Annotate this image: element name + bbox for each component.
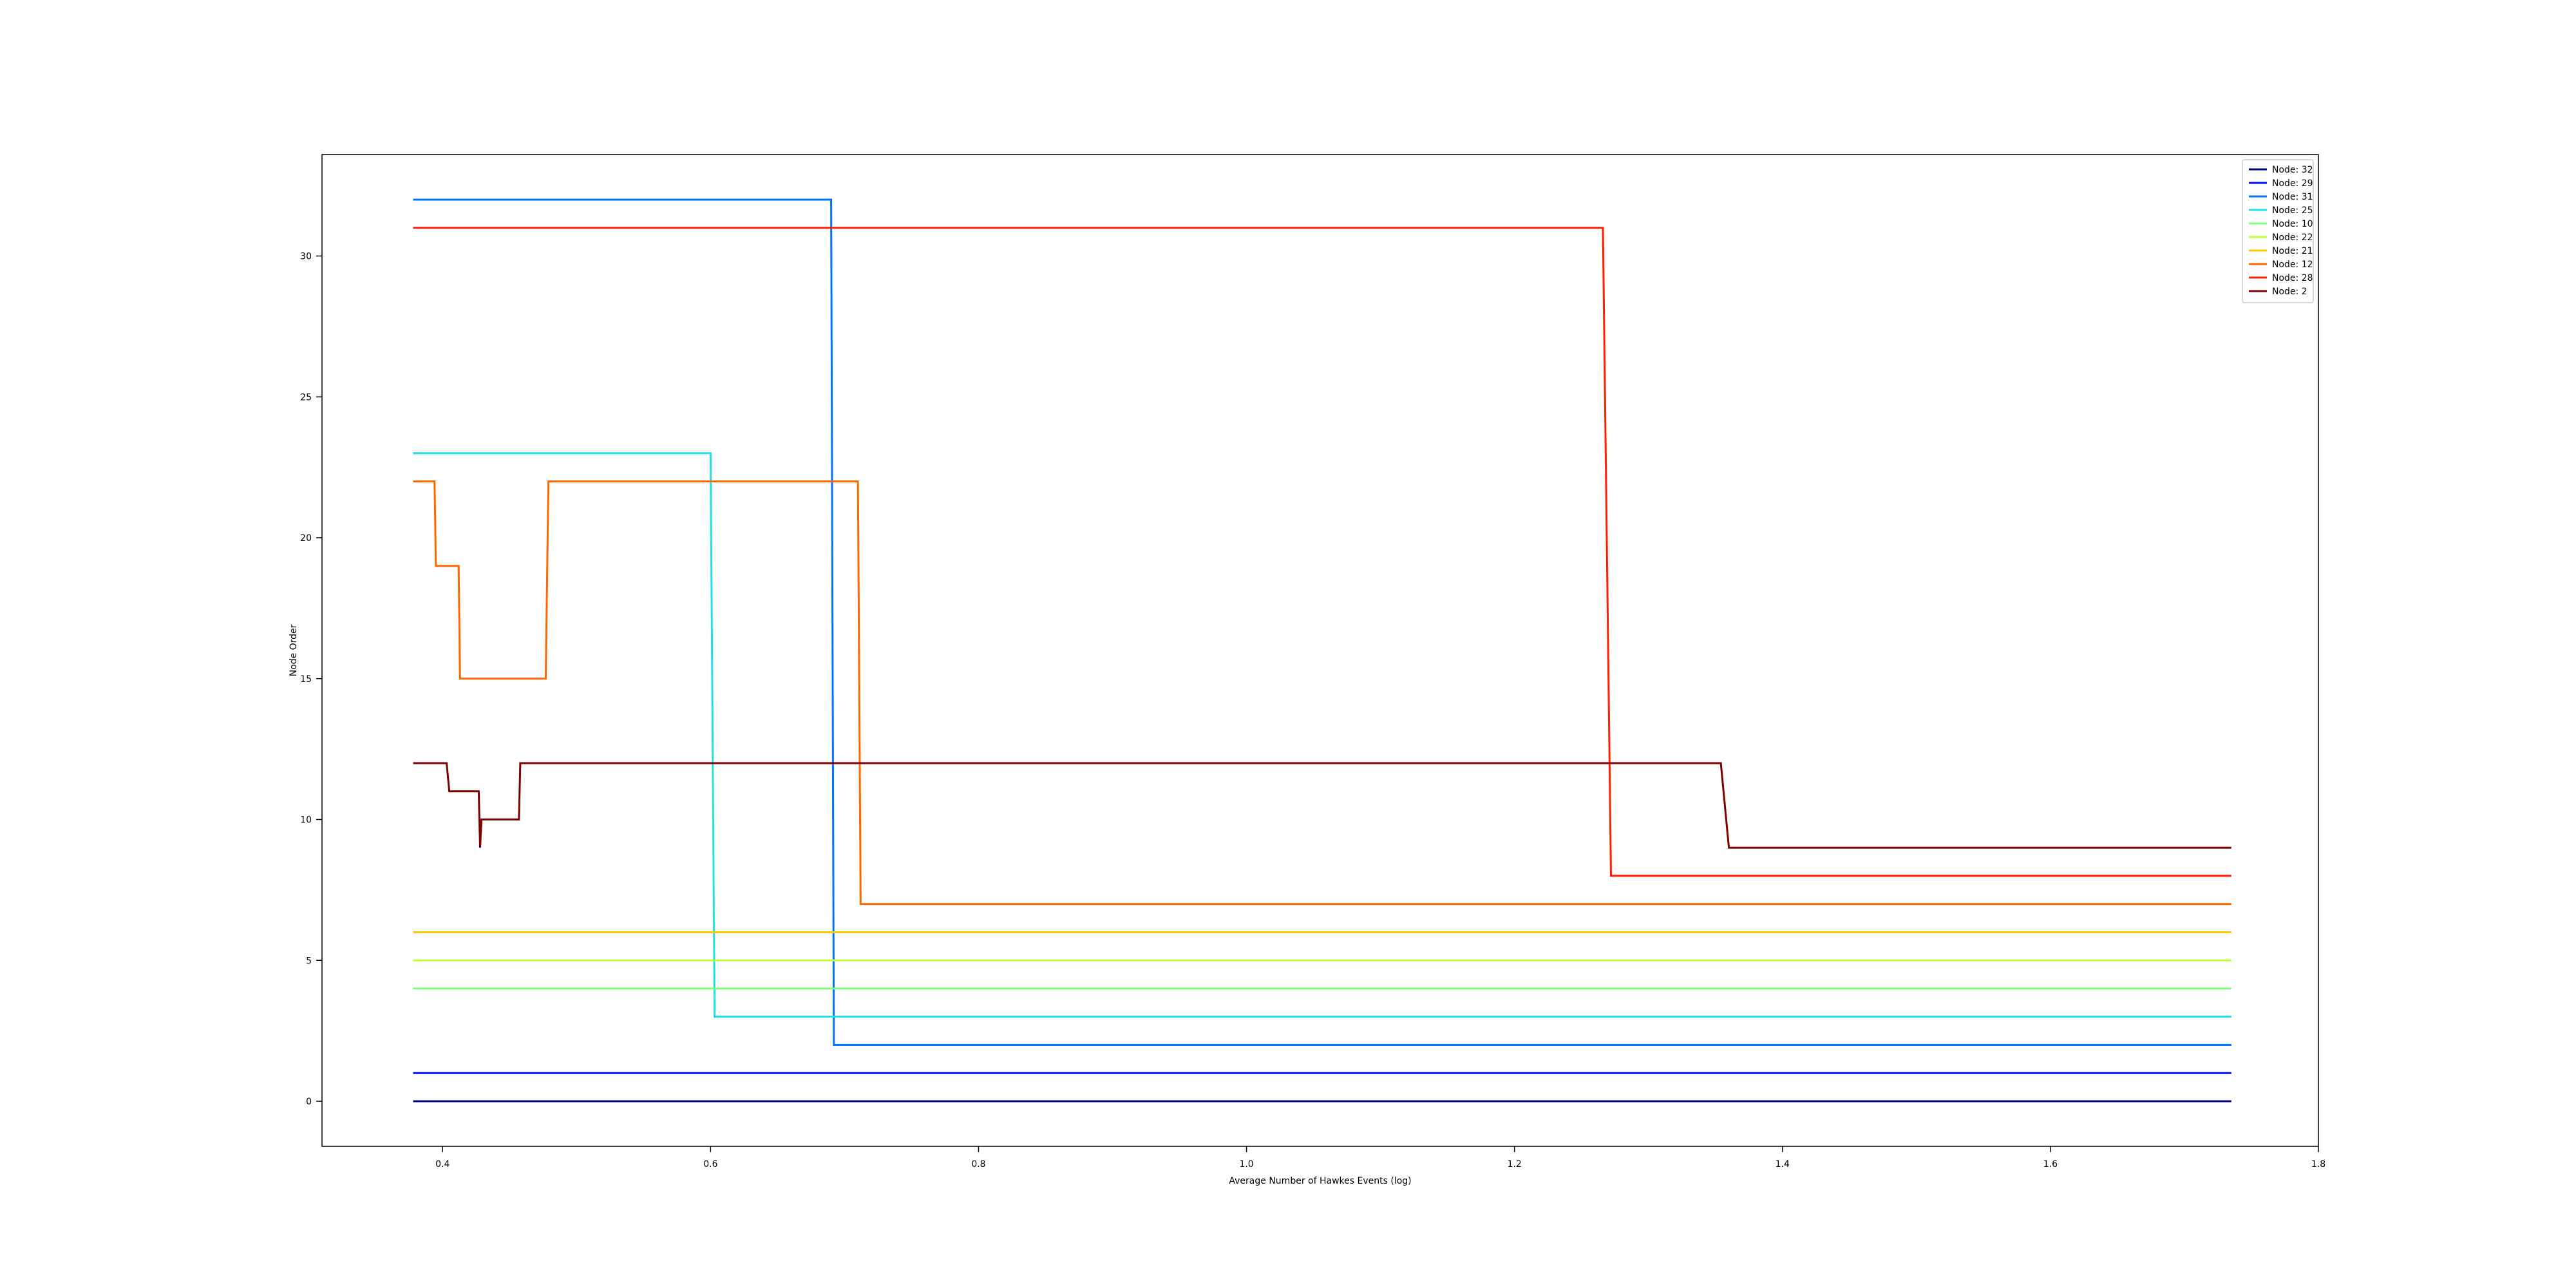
y-tick-label: 5 [306,956,312,966]
y-axis-label: Node Order [289,624,299,676]
legend-entry: Node: 12 [2272,260,2313,270]
y-tick-label: 15 [300,674,312,685]
legend: Node: 32 Node: 29 Node: 31 Node: 25 Node: 10… [2242,159,2314,303]
y-tick-label: 30 [300,252,312,262]
x-tick-label: 1.2 [1508,1159,1522,1170]
series-line-7 [413,480,2231,905]
x-axis: 0.4 0.6 0.8 1.0 1.2 1.4 1.6 1.8 [435,1146,2325,1170]
x-tick-label: 1.8 [2311,1159,2325,1170]
plot-lines [413,198,2231,1103]
y-tick-label: 20 [300,533,312,544]
y-tick-label: 25 [300,392,312,402]
x-tick-label: 0.8 [971,1159,985,1170]
x-tick-label: 0.6 [703,1159,717,1170]
legend-entry: Node: 2 [2272,287,2307,297]
y-axis: 0 5 10 15 20 25 30 [300,252,322,1107]
y-tick-label: 0 [306,1097,312,1107]
legend-entry: Node: 29 [2272,178,2313,189]
series-line-8 [413,227,2231,877]
legend-entry: Node: 25 [2272,205,2313,216]
legend-entry: Node: 32 [2272,165,2313,175]
series-line-3 [413,452,2231,1018]
x-tick-label: 1.4 [1776,1159,1790,1170]
x-tick-label: 0.4 [435,1159,450,1170]
x-tick-label: 1.6 [2043,1159,2058,1170]
legend-entry: Node: 31 [2272,192,2313,202]
legend-entry: Node: 10 [2272,219,2313,229]
y-tick-label: 10 [300,815,312,826]
series-line-9 [413,762,2231,849]
legend-entry: Node: 21 [2272,246,2313,256]
x-axis-label: Average Number of Hawkes Events (log) [1229,1176,1411,1186]
legend-entry: Node: 28 [2272,273,2313,283]
legend-entry: Node: 22 [2272,232,2313,243]
plot-frame [321,154,2319,1147]
x-tick-label: 1.0 [1239,1159,1253,1170]
series-line-2 [413,198,2231,1046]
